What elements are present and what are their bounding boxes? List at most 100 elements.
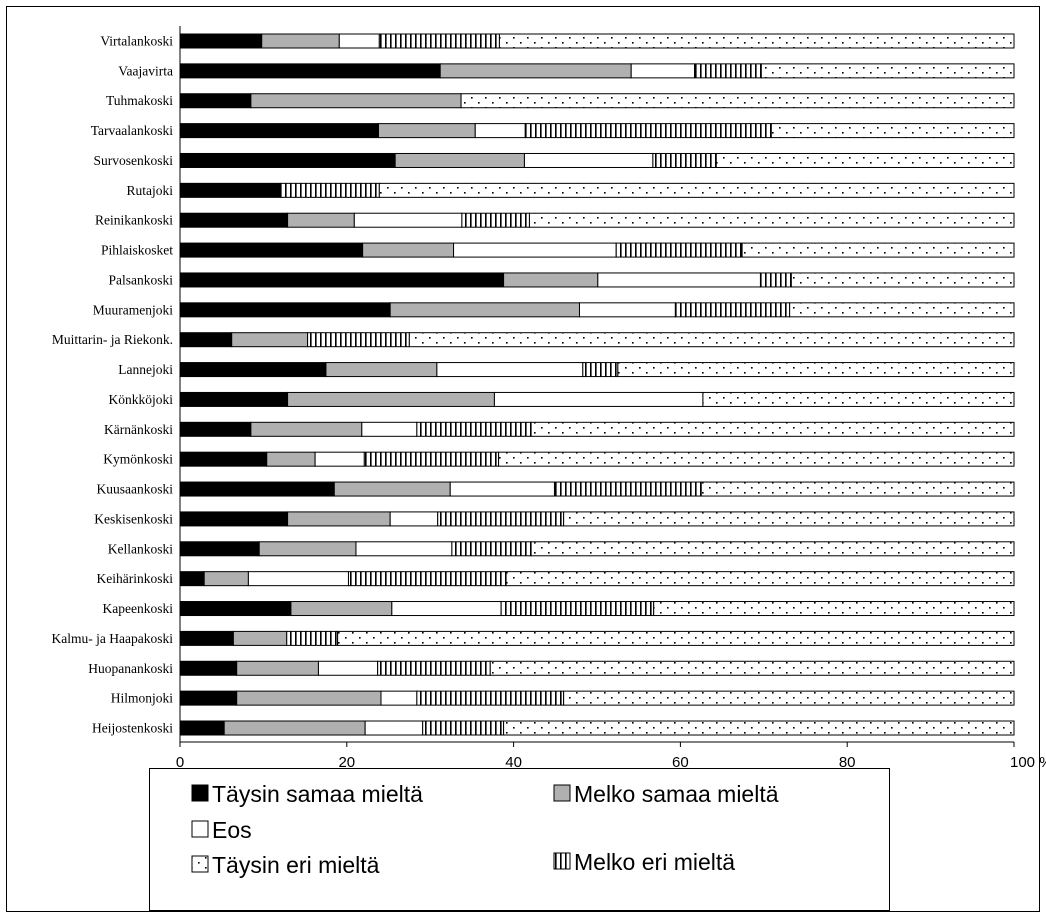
- bar-huopanankoski-eos: [317, 660, 379, 676]
- bar-kellankoski-eos: [355, 541, 453, 557]
- category-label-kuusaankoski: Kuusaankoski: [97, 482, 174, 497]
- bar-muuramenjoki-melko-eri-mielta: [674, 302, 791, 318]
- bar-keiharinkoski-melko-eri-mielta: [347, 571, 507, 587]
- bar-kapeenkoski-taysin-samaa-mielta: [179, 601, 292, 617]
- bar-kuusaankoski-taysin-samaa-mielta: [179, 481, 335, 497]
- bar-kymonkoski-melko-eri-mielta: [363, 451, 500, 467]
- bar-kalmu-ja-haapakoski-melko-samaa-mielta: [232, 630, 288, 646]
- category-label-heijostenkoski: Heijostenkoski: [92, 721, 173, 736]
- bar-vaajavirta-taysin-samaa-mielta: [179, 63, 441, 79]
- bar-keskisenkoski-taysin-samaa-mielta: [179, 511, 289, 527]
- bar-vaajavirta-eos: [630, 63, 696, 79]
- bar-heijostenkoski-melko-samaa-mielta: [223, 720, 366, 736]
- bar-heijostenkoski-eos: [364, 720, 424, 736]
- bar-survosenkoski-eos: [523, 152, 654, 168]
- category-label-konkkojoki: Könkköjoki: [108, 392, 173, 407]
- category-label-keiharinkoski: Keihärinkoski: [97, 571, 174, 586]
- bar-reinikankoski-taysin-samaa-mielta: [179, 212, 289, 228]
- category-label-rutajoki: Rutajoki: [127, 183, 174, 198]
- bar-konkkojoki-melko-samaa-mielta: [287, 391, 495, 407]
- legend-label-taysin-samaa: Täysin samaa mieltä: [212, 781, 423, 807]
- bar-kellankoski-taysin-eri-mielta: [530, 541, 1015, 557]
- bar-keskisenkoski-melko-eri-mielta: [437, 511, 565, 527]
- category-label-tarvaalankoski: Tarvaalankoski: [91, 123, 174, 138]
- bar-karnankoski-taysin-samaa-mielta: [179, 421, 252, 437]
- bar-karnankoski-eos: [361, 421, 418, 437]
- category-label-huopanankoski: Huopanankoski: [88, 661, 173, 676]
- bar-palsankoski-melko-eri-mielta: [759, 272, 792, 288]
- bar-reinikankoski-eos: [353, 212, 463, 228]
- bar-kymonkoski-taysin-eri-mielta: [498, 451, 1015, 467]
- bar-keiharinkoski-melko-samaa-mielta: [203, 571, 249, 587]
- bar-muuramenjoki-taysin-eri-mielta: [789, 302, 1015, 318]
- bar-heijostenkoski-taysin-samaa-mielta: [179, 720, 225, 736]
- bar-kalmu-ja-haapakoski-melko-eri-mielta: [286, 630, 339, 646]
- bar-pihlaiskosket-taysin-samaa-mielta: [179, 242, 364, 258]
- bar-virtalankoski-melko-samaa-mielta: [261, 33, 340, 49]
- bar-pihlaiskosket-taysin-eri-mielta: [741, 242, 1015, 258]
- bar-kuusaankoski-taysin-eri-mielta: [700, 481, 1015, 497]
- bar-kymonkoski-melko-samaa-mielta: [266, 451, 316, 467]
- bar-kuusaankoski-eos: [449, 481, 555, 497]
- bar-survosenkoski-taysin-eri-mielta: [715, 152, 1015, 168]
- bar-virtalankoski-taysin-eri-mielta: [498, 33, 1015, 49]
- bar-palsankoski-taysin-eri-mielta: [790, 272, 1015, 288]
- bar-hilmonjoki-melko-eri-mielta: [416, 690, 565, 706]
- bar-pihlaiskosket-melko-samaa-mielta: [362, 242, 455, 258]
- bar-karnankoski-melko-eri-mielta: [416, 421, 532, 437]
- bar-kellankoski-melko-samaa-mielta: [258, 541, 357, 557]
- legend-frame: [149, 768, 890, 911]
- bar-pihlaiskosket-eos: [453, 242, 617, 258]
- legend-label-melko-samaa: Melko samaa mieltä: [574, 781, 779, 807]
- bar-hilmonjoki-taysin-samaa-mielta: [179, 690, 238, 706]
- bar-kalmu-ja-haapakoski-taysin-samaa-mielta: [179, 630, 234, 646]
- legend-swatch-melko-samaa: [553, 784, 571, 802]
- bar-lannejoki-melko-eri-mielta: [582, 362, 619, 378]
- bar-karnankoski-melko-samaa-mielta: [250, 421, 363, 437]
- legend-swatch-melko-eri: [553, 852, 571, 870]
- bar-survosenkoski-melko-eri-mielta: [652, 152, 717, 168]
- x-tick-label-5: 100 %: [1010, 754, 1046, 771]
- bar-palsankoski-taysin-samaa-mielta: [179, 272, 505, 288]
- bar-muittarin-ja-riekonk-melko-samaa-mielta: [231, 332, 309, 348]
- bar-muittarin-ja-riekonk-taysin-samaa-mielta: [179, 332, 233, 348]
- bar-kellankoski-taysin-samaa-mielta: [179, 541, 260, 557]
- bar-kalmu-ja-haapakoski-taysin-eri-mielta: [337, 630, 1015, 646]
- bar-survosenkoski-taysin-samaa-mielta: [179, 152, 396, 168]
- bar-lannejoki-taysin-eri-mielta: [617, 362, 1015, 378]
- x-tick-label-2: 40: [505, 754, 522, 771]
- x-tick-label-0: 0: [176, 754, 184, 771]
- bar-kymonkoski-eos: [314, 451, 365, 467]
- legend-swatch-taysin-samaa: [191, 784, 209, 802]
- category-label-palsankoski: Palsankoski: [108, 272, 173, 287]
- bar-huopanankoski-melko-samaa-mielta: [236, 660, 319, 676]
- category-label-hilmonjoki: Hilmonjoki: [111, 691, 174, 706]
- bar-virtalankoski-eos: [338, 33, 380, 49]
- bar-tuhmakoski-taysin-eri-mielta: [460, 93, 1015, 109]
- legend-label-eos: Eos: [212, 817, 252, 843]
- category-label-kalmu-ja-haapakoski: Kalmu- ja Haapakoski: [52, 631, 174, 646]
- bar-karnankoski-taysin-eri-mielta: [530, 421, 1015, 437]
- bar-hilmonjoki-melko-samaa-mielta: [236, 690, 382, 706]
- bar-lannejoki-eos: [436, 362, 584, 378]
- bar-reinikankoski-melko-eri-mielta: [461, 212, 530, 228]
- bar-keiharinkoski-taysin-samaa-mielta: [179, 571, 205, 587]
- category-label-lannejoki: Lannejoki: [118, 362, 173, 377]
- bar-muittarin-ja-riekonk-taysin-eri-mielta: [408, 332, 1015, 348]
- bar-survosenkoski-melko-samaa-mielta: [394, 152, 525, 168]
- bar-tarvaalankoski-melko-samaa-mielta: [377, 123, 476, 139]
- legend: Täysin samaa mieltä Melko samaa mieltä E…: [149, 768, 890, 911]
- bar-tarvaalankoski-taysin-eri-mielta: [770, 123, 1015, 139]
- bar-virtalankoski-taysin-samaa-mielta: [179, 33, 263, 49]
- bar-tarvaalankoski-eos: [474, 123, 526, 139]
- bar-kuusaankoski-melko-eri-mielta: [553, 481, 702, 497]
- bar-virtalankoski-melko-eri-mielta: [378, 33, 500, 49]
- bar-huopanankoski-taysin-eri-mielta: [489, 660, 1015, 676]
- category-label-vaajavirta: Vaajavirta: [118, 63, 173, 78]
- bar-tarvaalankoski-melko-eri-mielta: [524, 123, 772, 139]
- category-label-virtalankoski: Virtalankoski: [100, 34, 173, 49]
- category-label-muuramenjoki: Muuramenjoki: [93, 302, 173, 317]
- bar-tuhmakoski-taysin-samaa-mielta: [179, 93, 252, 109]
- bar-keiharinkoski-taysin-eri-mielta: [505, 571, 1015, 587]
